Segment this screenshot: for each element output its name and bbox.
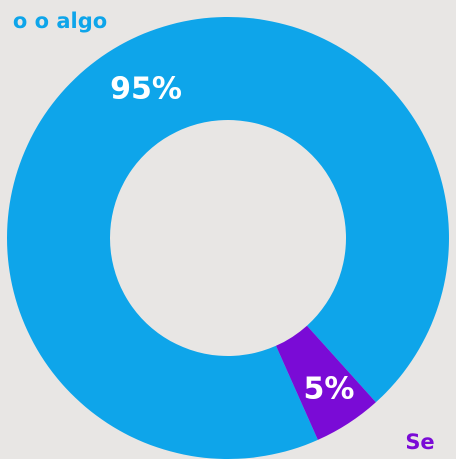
donut-slice (7, 17, 450, 459)
category-label: o o algo (13, 9, 107, 33)
donut-slice (275, 325, 376, 440)
category-label: Se (405, 430, 434, 454)
value-label: 5% (304, 372, 355, 407)
value-label: 95% (110, 72, 182, 107)
